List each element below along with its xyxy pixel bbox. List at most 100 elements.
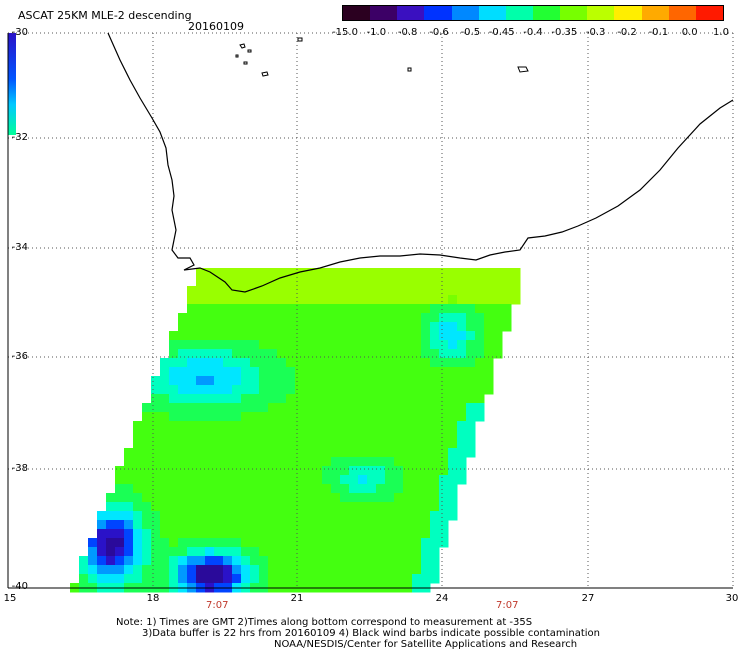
swath-cell: [79, 565, 89, 575]
swath-cell: [205, 457, 215, 467]
swath-cell: [457, 313, 467, 323]
swath-cell: [439, 520, 449, 530]
swath-cell: [196, 430, 206, 440]
swath-cell: [97, 556, 107, 566]
swath-cell: [412, 511, 422, 521]
swath-cell: [394, 520, 404, 530]
swath-cell: [304, 394, 314, 404]
swath-cell: [493, 340, 503, 350]
swath-cell: [376, 358, 386, 368]
swath-cell: [358, 520, 368, 530]
swath-cell: [304, 439, 314, 449]
swath-cell: [439, 268, 449, 278]
swath-cell: [169, 340, 179, 350]
swath-cell: [169, 376, 179, 386]
swath-cell: [97, 520, 107, 530]
swath-cell: [403, 331, 413, 341]
swath-cell: [421, 529, 431, 539]
swath-cell: [295, 277, 305, 287]
swath-cell: [430, 511, 440, 521]
colorbar-swatch: [370, 6, 398, 20]
swath-cell: [286, 277, 296, 287]
swath-cell: [376, 484, 386, 494]
swath-cell: [394, 421, 404, 431]
swath-cell: [403, 349, 413, 359]
swath-cell: [322, 547, 332, 557]
swath-cell: [367, 295, 377, 305]
swath-cell: [340, 538, 350, 548]
swath-cell: [241, 529, 251, 539]
swath-cell: [214, 565, 224, 575]
swath-cell: [340, 412, 350, 422]
swath-cell: [286, 304, 296, 314]
swath-cell: [358, 430, 368, 440]
swath-cell: [421, 412, 431, 422]
swath-cell: [358, 421, 368, 431]
swath-cell: [232, 484, 242, 494]
swath-cell: [178, 403, 188, 413]
swath-cell: [178, 556, 188, 566]
side-legend-strip: [8, 33, 16, 135]
swath-cell: [403, 295, 413, 305]
swath-cell: [169, 574, 179, 584]
swath-cell: [124, 466, 134, 476]
swath-cell: [457, 421, 467, 431]
swath-cell: [187, 376, 197, 386]
swath-cell: [367, 376, 377, 386]
swath-cell: [430, 565, 440, 575]
swath-cell: [223, 277, 233, 287]
swath-cell: [466, 322, 476, 332]
swath-cell: [205, 376, 215, 386]
swath-cell: [214, 556, 224, 566]
swath-cell: [394, 394, 404, 404]
swath-cell: [376, 565, 386, 575]
swath-cell: [457, 412, 467, 422]
swath-cell: [394, 448, 404, 458]
swath-cell: [160, 520, 170, 530]
swath-cell: [457, 331, 467, 341]
swath-cell: [358, 556, 368, 566]
swath-cell: [484, 385, 494, 395]
swath-cell: [205, 547, 215, 557]
swath-cell: [421, 520, 431, 530]
swath-cell: [205, 574, 215, 584]
swath-cell: [322, 421, 332, 431]
swath-cell: [322, 484, 332, 494]
swath-cell: [349, 322, 359, 332]
swath-cell: [412, 520, 422, 530]
swath-cell: [403, 286, 413, 296]
swath-cell: [376, 493, 386, 503]
swath-cell: [241, 502, 251, 512]
swath-cell: [331, 376, 341, 386]
swath-cell: [250, 556, 260, 566]
swath-cell: [502, 268, 512, 278]
coastline: [107, 32, 734, 293]
swath-cell: [142, 439, 152, 449]
swath-cell: [403, 385, 413, 395]
swath-cell: [412, 277, 422, 287]
swath-cell: [277, 457, 287, 467]
swath-cell: [187, 331, 197, 341]
swath-cell: [169, 349, 179, 359]
swath-cell: [340, 484, 350, 494]
swath-cell: [349, 340, 359, 350]
swath-cell: [358, 367, 368, 377]
colorbar-label: -0.3: [585, 27, 606, 38]
swath-cell: [124, 556, 134, 566]
swath-cell: [268, 484, 278, 494]
swath-cell: [403, 367, 413, 377]
swath-cell: [304, 322, 314, 332]
swath-cell: [331, 466, 341, 476]
swath-cell: [214, 304, 224, 314]
colorbar-swatch: [560, 6, 588, 20]
colorbar-swatch: [614, 6, 642, 20]
swath-cell: [412, 295, 422, 305]
swath-cell: [196, 457, 206, 467]
swath-cell: [475, 385, 485, 395]
swath-cell: [214, 412, 224, 422]
swath-cell: [385, 286, 395, 296]
swath-cell: [250, 502, 260, 512]
swath-cell: [322, 556, 332, 566]
swath-cell: [367, 448, 377, 458]
swath-cell: [259, 313, 269, 323]
